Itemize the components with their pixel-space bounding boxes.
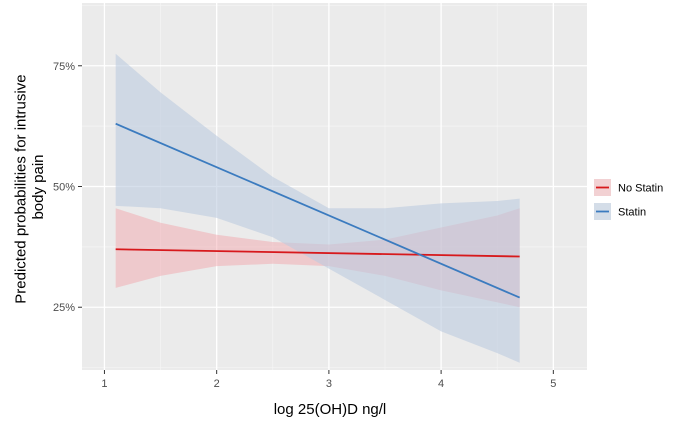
y-axis-title-line-1: Predicted probabilities for intrusive <box>13 74 30 303</box>
x-tick-label: 4 <box>438 378 444 390</box>
legend-label-statin: Statin <box>618 207 646 219</box>
confidence-bands <box>115 53 520 363</box>
axes: 1 2 3 4 5 25% 50% 75% <box>53 61 556 390</box>
legend-label-no-statin: No Statin <box>618 183 663 195</box>
line-statin <box>115 122 521 299</box>
y-axis-title: Predicted probabilities for intrusive bo… <box>13 70 47 303</box>
confidence-band-statin <box>115 53 520 363</box>
line-no-statin <box>115 248 520 258</box>
y-axis-title-line-2: body pain <box>30 154 47 219</box>
x-tick-label: 3 <box>326 378 332 390</box>
legend: No Statin Statin <box>594 179 663 220</box>
x-tick-label: 5 <box>550 378 556 390</box>
y-tick-label: 50% <box>53 182 75 194</box>
y-tick-label: 25% <box>53 302 75 314</box>
y-tick-label: 75% <box>53 61 75 73</box>
fitted-lines <box>115 122 521 299</box>
x-tick-label: 1 <box>101 378 107 390</box>
x-tick-label: 2 <box>214 378 220 390</box>
x-axis-title: log 25(OH)D ng/l <box>274 401 387 418</box>
